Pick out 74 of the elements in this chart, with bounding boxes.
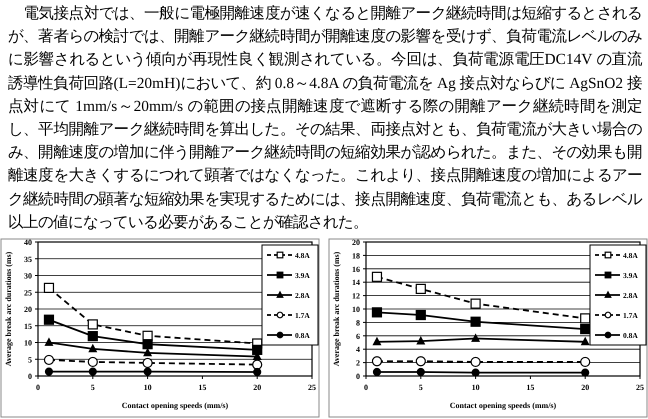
x-axis-title: Contact opening speeds (mm/s)	[122, 401, 229, 410]
point	[580, 313, 590, 324]
point	[580, 324, 590, 334]
y-tick-label: 16	[352, 264, 360, 274]
y-tick-label: 0	[28, 372, 32, 381]
point	[416, 356, 426, 366]
x-tick-label: 25	[636, 383, 644, 392]
point	[581, 368, 590, 377]
y-axis-title: Average break arc durations (ms)	[332, 251, 341, 366]
point	[372, 368, 382, 376]
y-tick-label: 10	[24, 338, 32, 348]
y-axis-title: Average break arc durations (ms)	[4, 251, 13, 366]
text: 電気接点対では、一般に電極開離速度が速くなると開離アーク継続時間は短縮するとされるが、著者らの検討では、開離アーク継続時間が開離速度の影響を受けず、負荷電流レベルのみに影響されるという傾向が再現性良く観測されている。今回は、負荷電源電圧DC14V の直流誘導性負荷回路(L=20mH)において、約 0.8～4.8A の負荷電流を Ag 接点対ならびに AgSnO2 接点対にて 1mm/s～20mm/s の範囲の接点開離速度で遮断する際の開離アーク継続時間を測定し、平均開離アーク継続時間を算出した。その結果、両接点対とも、負荷電流が大きい場合のみ、開離速度の増加に伴う開離アーク継続時間の短縮効果が認められた。また、その効果も開離速度を大きくするにつれて顕著ではなくなった。これより、接点開離速度の増加によるアーク継続時間の顕著な短縮効果を実現するためには、接点開離速度、負荷電流とも、あるレベル以上の値になっている必要があることが確認された。	[8, 5, 642, 231]
y-tick-label: 20	[352, 238, 360, 247]
y-tick-label: 8	[356, 318, 360, 328]
y-tick-label: 0	[356, 372, 360, 381]
point	[372, 272, 382, 282]
point	[88, 331, 98, 342]
x-tick-label: 0	[364, 383, 368, 392]
x-tick-label: 10	[472, 383, 480, 392]
point	[472, 368, 480, 377]
point	[581, 337, 590, 346]
x-tick-label: 20	[581, 383, 590, 392]
point	[88, 356, 98, 368]
y-tick-label: 20	[24, 305, 32, 314]
point	[416, 310, 426, 320]
y-tick-label: 15	[24, 322, 32, 331]
y-tick-label: 12	[352, 292, 360, 301]
x-axis-title: Contact opening speeds (mm/s)	[450, 401, 557, 410]
point	[470, 356, 481, 368]
point	[88, 319, 98, 330]
point	[372, 307, 382, 318]
point	[144, 368, 152, 376]
point	[44, 282, 54, 293]
point	[252, 360, 262, 370]
y-tick-label: 14	[352, 278, 360, 288]
y-tick-label: 40	[24, 238, 32, 247]
point	[372, 356, 382, 366]
point	[88, 368, 97, 376]
y-tick-label: 18	[352, 251, 360, 260]
x-tick-label: 20	[253, 383, 262, 392]
point	[88, 344, 97, 352]
point	[144, 348, 152, 356]
point	[472, 334, 480, 342]
y-tick-label: 2	[356, 358, 360, 368]
point	[580, 356, 590, 368]
point	[252, 344, 262, 355]
point	[44, 368, 54, 376]
y-tick-label: 6	[356, 332, 360, 341]
x-tick-label: 5	[418, 383, 423, 392]
y-tick-label: 5	[28, 355, 32, 364]
point	[142, 358, 153, 368]
y-tick-label: 35	[24, 254, 32, 264]
point	[253, 368, 262, 376]
y-tick-label: 10	[352, 305, 360, 314]
x-tick-label: 15	[198, 383, 206, 392]
x-tick-label: 25	[308, 383, 316, 392]
point	[44, 338, 54, 346]
point	[372, 337, 382, 346]
point	[44, 314, 54, 325]
point	[142, 339, 153, 350]
y-tick-label: 30	[24, 272, 32, 280]
point	[470, 298, 481, 309]
point	[416, 336, 425, 345]
y-tick-label: 25	[24, 288, 32, 298]
point	[416, 284, 426, 294]
x-tick-label: 5	[90, 383, 95, 392]
point	[416, 368, 425, 376]
point	[470, 316, 481, 327]
point	[44, 354, 54, 366]
x-tick-label: 15	[526, 383, 534, 392]
y-tick-label: 4	[356, 345, 360, 354]
x-tick-label: 0	[36, 383, 40, 392]
x-tick-label: 10	[144, 383, 152, 392]
